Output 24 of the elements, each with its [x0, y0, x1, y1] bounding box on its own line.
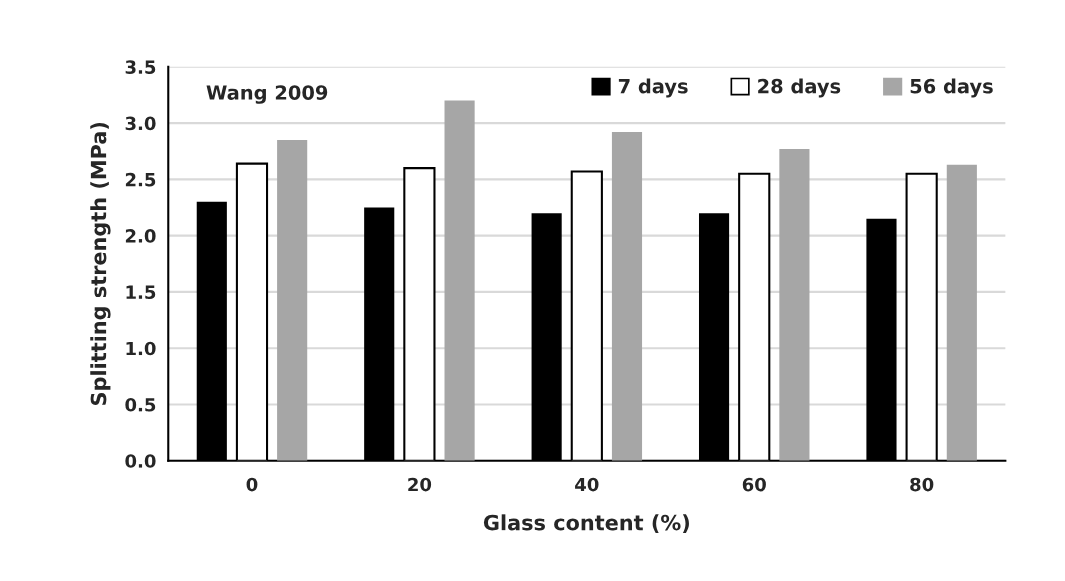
- legend-label: 7 days: [618, 78, 688, 98]
- legend-label: 56 days: [910, 78, 993, 98]
- y-axis-title: Splitting strength (MPa): [90, 122, 111, 405]
- y-tick-label: 3.0: [125, 116, 156, 131]
- x-tick-label: 20: [408, 477, 432, 492]
- y-tick-label: 2.0: [125, 229, 156, 243]
- y-tick-label: 0.0: [125, 454, 156, 468]
- x-tick-label: 80: [910, 477, 934, 492]
- y-tick-label: 3.5: [125, 60, 156, 74]
- y-tick-label: 1.0: [126, 341, 156, 356]
- x-tick-label: 60: [742, 477, 766, 492]
- bar: [444, 100, 475, 461]
- annotation: Wang 2009: [206, 85, 328, 104]
- legend-label: 28 days: [758, 78, 841, 98]
- y-tick-label: 1.5: [126, 285, 156, 300]
- x-tick-label: 40: [575, 477, 599, 492]
- bar: [946, 164, 977, 461]
- bar: [611, 132, 643, 461]
- y-tick-label: 2.5: [125, 172, 156, 187]
- bar: [277, 139, 308, 461]
- x-axis-title: Glass content (%): [483, 514, 689, 533]
- bar: [779, 148, 810, 461]
- x-tick-label: 0: [246, 477, 258, 492]
- y-tick-label: 0.5: [125, 397, 156, 412]
